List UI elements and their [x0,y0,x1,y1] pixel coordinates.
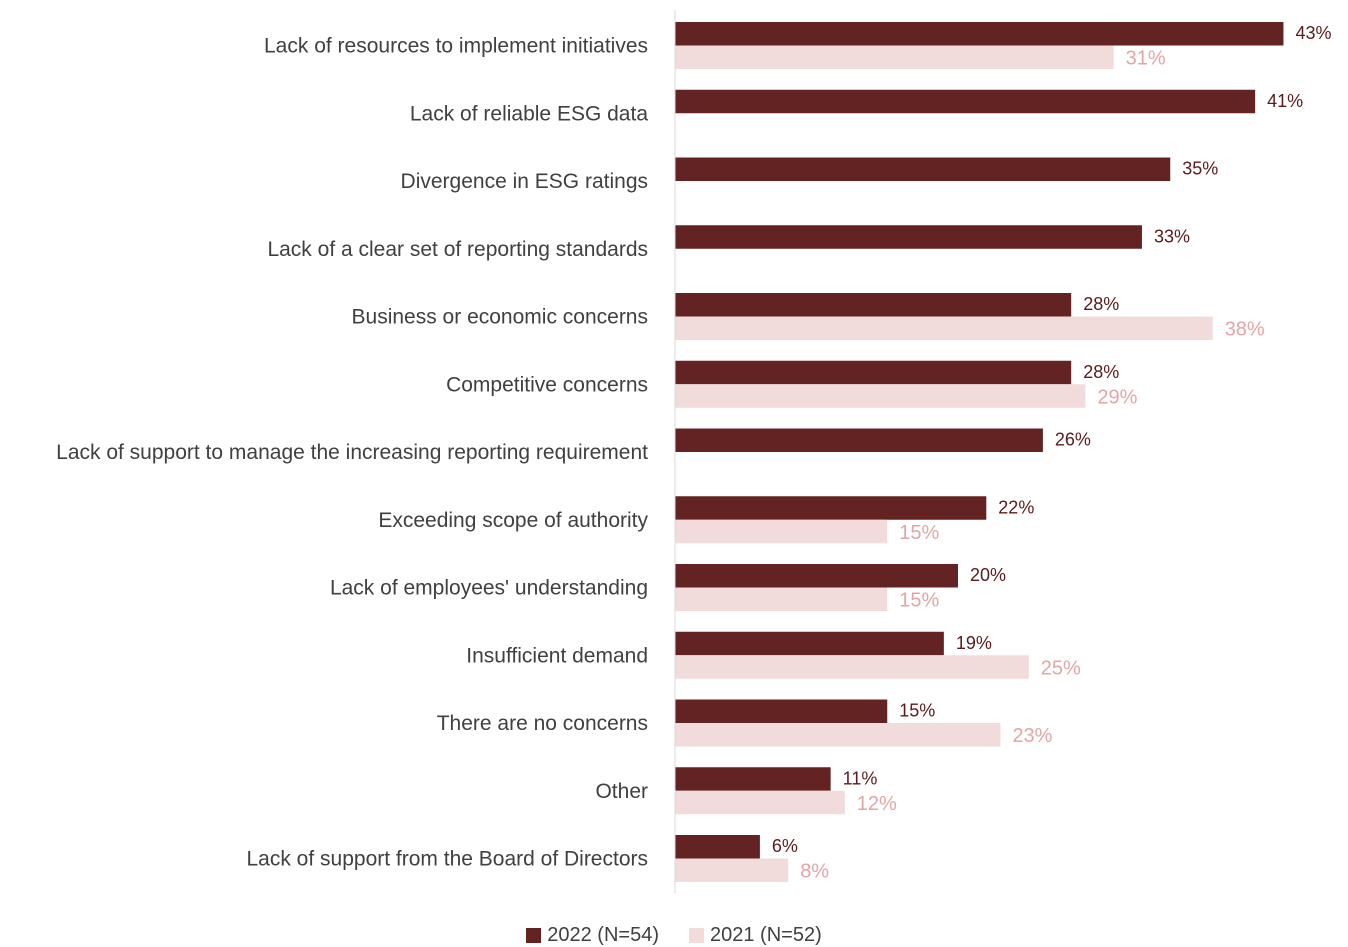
bar-2022 [675,89,1256,114]
category-label: Divergence in ESG ratings [401,170,648,193]
value-label-2022: 20% [970,565,1006,585]
value-label-2021: 15% [899,590,939,612]
category-label: Exceeding scope of authority [378,509,648,532]
value-label-2022: 15% [899,701,935,721]
legend-swatch-2022 [526,928,542,943]
value-label-2022: 28% [1083,362,1119,382]
category-labels: Lack of resources to implement initiativ… [56,35,648,871]
bar-2021 [675,858,789,882]
bar-2021 [675,723,1001,747]
value-labels: 43% 31% 41% 35% 33% 28% 38% 28% 29% 26% 22% 15% 20% 1… [772,23,1332,883]
bar-2022 [675,428,1043,452]
value-label-2021: 25% [1041,657,1081,679]
category-label: Business or economic concerns [352,306,648,329]
value-label-2021: 23% [1012,725,1052,747]
bar-2021 [675,384,1086,408]
bar-2021 [675,655,1029,679]
value-label-2022: 41% [1267,91,1303,111]
category-label: Other [595,780,648,803]
legend-item-2021: 2021 (N=52) [689,924,822,947]
category-label: There are no concerns [437,712,648,735]
bar-2022 [675,22,1284,46]
value-label-2021: 29% [1097,386,1137,408]
legend-item-2022: 2022 (N=54) [526,924,659,947]
bar-2022 [675,835,760,859]
bar-2021 [675,519,888,544]
value-label-2022: 33% [1154,226,1190,246]
bar-2022 [675,699,888,723]
bar-2021 [675,316,1213,340]
legend: 2022 (N=54) 2021 (N=52) [0,924,1348,947]
value-label-2022: 43% [1295,23,1331,43]
value-label-2021: 38% [1225,319,1265,341]
category-label: Lack of a clear set of reporting standar… [267,238,648,261]
category-label: Insufficient demand [466,644,648,667]
legend-label-2022: 2022 (N=54) [547,924,659,946]
category-label: Lack of resources to implement initiativ… [264,35,648,58]
legend-swatch-2021 [689,928,704,943]
category-label: Lack of reliable ESG data [410,102,648,125]
value-label-2021: 12% [857,793,897,815]
value-label-2022: 35% [1182,159,1218,179]
category-label: Lack of support to manage the increasing… [56,441,648,464]
bar-2022 [675,631,944,656]
value-label-2022: 22% [998,497,1034,517]
bar-2022 [675,767,831,791]
bar-2022 [675,225,1142,249]
legend-label-2021: 2021 (N=52) [710,924,822,946]
bar-2022 [675,360,1072,385]
category-label: Competitive concerns [446,373,648,396]
bar-2022 [675,157,1171,181]
category-label: Lack of employees' understanding [330,577,648,600]
value-label-2021: 31% [1126,48,1166,70]
bar-2021 [675,790,845,815]
value-label-2021: 15% [899,522,939,544]
value-label-2022: 26% [1055,430,1091,450]
bar-2022 [675,496,987,520]
bars [675,22,1284,882]
bar-2022 [675,293,1072,317]
bar-2021 [675,45,1114,69]
category-label: Lack of support from the Board of Direct… [246,848,648,871]
value-label-2022: 11% [843,768,878,788]
bar-2021 [675,587,888,611]
value-label-2022: 19% [956,633,992,653]
value-label-2022: 6% [772,836,798,856]
value-label-2022: 28% [1083,294,1119,314]
value-label-2021: 8% [800,861,829,883]
bar-2022 [675,564,958,588]
